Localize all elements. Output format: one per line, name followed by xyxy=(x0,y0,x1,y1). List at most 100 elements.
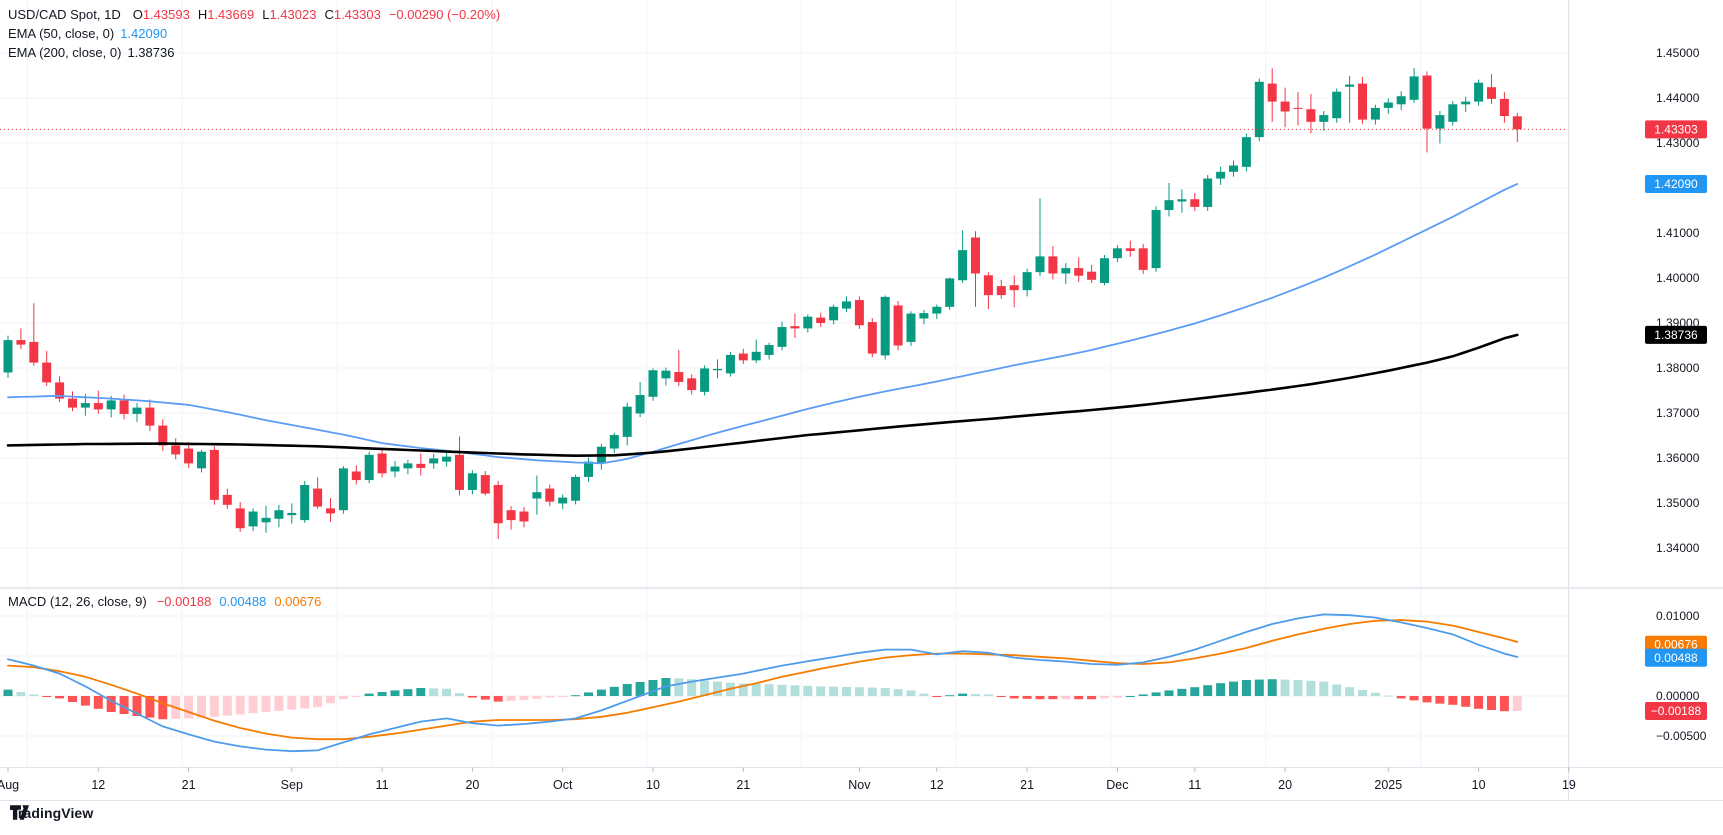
candle-body xyxy=(635,395,645,414)
histogram-bar xyxy=(1461,696,1471,707)
candle-body xyxy=(390,466,400,472)
candle-body xyxy=(1332,91,1342,119)
candle-body xyxy=(1216,171,1226,179)
histogram-bar xyxy=(983,694,993,696)
candle-body xyxy=(197,451,206,469)
time-tick-label: Sep xyxy=(281,778,303,792)
time-axis[interactable]: Aug 12 21 Sep 11 20 Oct 10 21 Nov 12 21 Dec 11 20 2025 1… xyxy=(0,767,1576,793)
candle-body xyxy=(816,317,826,323)
time-tick-label: 20 xyxy=(465,778,479,792)
candle-body xyxy=(235,508,245,529)
histogram-bar xyxy=(1164,690,1174,696)
tradingview-attribution[interactable]: TradingView xyxy=(10,805,93,821)
candle-wick xyxy=(1168,183,1170,217)
histogram-bar xyxy=(713,681,722,696)
candle-body xyxy=(1229,165,1238,172)
candle-wick xyxy=(1013,275,1015,308)
ema50-line xyxy=(7,183,1519,465)
candle-body xyxy=(209,449,219,500)
candle-body xyxy=(906,313,916,342)
candle-body xyxy=(867,322,877,354)
macd-hist-value: −0.00188 xyxy=(156,594,212,609)
candle-body xyxy=(1022,272,1032,291)
candle-body xyxy=(571,476,581,501)
histogram-bar xyxy=(351,696,361,697)
candle-body xyxy=(1293,107,1303,109)
candle-body xyxy=(1474,82,1484,102)
histogram-bar xyxy=(493,696,503,702)
axis-label: 1.41000 xyxy=(1656,226,1700,240)
price-axis[interactable]: 1.450001.440001.430001.410001.400001.390… xyxy=(1645,46,1707,555)
candle-body xyxy=(377,453,387,474)
candle-body xyxy=(1138,248,1148,270)
symbol-ohlc-row[interactable]: USD/CAD Spot, 1D O 1.43593 H 1.43669 L 1… xyxy=(8,5,508,24)
axis-badge-text: 1.38736 xyxy=(1654,328,1698,342)
histogram-bar xyxy=(467,696,477,698)
histogram-bar xyxy=(674,678,684,696)
histogram-bar xyxy=(1396,696,1406,699)
candle-body xyxy=(700,368,710,392)
histogram-bar xyxy=(1112,696,1122,698)
histogram-bar xyxy=(880,688,890,696)
histogram-bar xyxy=(519,696,529,700)
candle-body xyxy=(764,345,774,355)
candle-body xyxy=(790,326,800,329)
histogram-bar xyxy=(777,684,787,696)
histogram-bar xyxy=(80,696,90,706)
ema200-legend-row[interactable]: EMA (200, close, 0) 1.38736 xyxy=(8,43,508,62)
macd-legend[interactable]: MACD (12, 26, close, 9) −0.00188 0.00488… xyxy=(8,592,329,611)
histogram-bar xyxy=(1203,685,1213,696)
axis-badge-text: 0.00488 xyxy=(1654,651,1698,665)
candle-body xyxy=(842,301,851,309)
candle-body xyxy=(622,406,632,437)
histogram-bar xyxy=(1474,696,1484,709)
ema50-legend-row[interactable]: EMA (50, close, 0) 1.42090 xyxy=(8,24,508,43)
candle-wick xyxy=(97,390,99,414)
axis-label: 1.43000 xyxy=(1656,136,1700,150)
candle-body xyxy=(300,485,310,521)
main-legend[interactable]: USD/CAD Spot, 1D O 1.43593 H 1.43669 L 1… xyxy=(8,5,508,62)
histogram-bar xyxy=(687,679,697,696)
candle-body xyxy=(274,510,284,519)
candle-body xyxy=(1396,96,1406,105)
candle-body xyxy=(519,511,529,522)
macd-signal-value: 0.00676 xyxy=(274,594,322,609)
close-label: C xyxy=(324,7,334,22)
candle-body xyxy=(119,400,129,414)
axis-label: 0.01000 xyxy=(1656,609,1700,623)
macd-legend-row[interactable]: MACD (12, 26, close, 9) −0.00188 0.00488… xyxy=(8,592,329,611)
histogram-bar xyxy=(1267,679,1277,696)
histogram-bar xyxy=(1216,683,1226,696)
candle-body xyxy=(338,468,348,511)
histogram-bar xyxy=(364,693,374,696)
candle-body xyxy=(467,473,477,490)
histogram-bar xyxy=(184,696,194,719)
axis-badge-text: 1.42090 xyxy=(1654,177,1698,191)
candle-body xyxy=(919,313,929,319)
candle-body xyxy=(29,341,39,363)
histogram-bar xyxy=(854,687,864,696)
histogram-bar xyxy=(42,696,52,697)
candle-body xyxy=(777,327,787,347)
histogram-bar xyxy=(416,688,426,696)
candle-body xyxy=(1164,200,1174,211)
histogram-bar xyxy=(145,696,155,718)
macd-histogram xyxy=(3,678,1522,720)
histogram-bar xyxy=(1177,688,1187,696)
candle-body xyxy=(1203,178,1213,207)
histogram-bar xyxy=(300,696,310,709)
histogram-bar xyxy=(1254,679,1264,696)
histogram-bar xyxy=(1190,687,1200,696)
ema200-value: 1.38736 xyxy=(127,45,175,60)
ema200-label: EMA (200, close, 0) xyxy=(8,45,122,60)
candle-body xyxy=(429,458,439,464)
candle-body xyxy=(364,454,374,481)
histogram-bar xyxy=(1061,696,1071,700)
candle-body xyxy=(261,517,271,523)
candle-body xyxy=(1112,248,1122,259)
candles-layer xyxy=(3,67,1522,539)
histogram-bar xyxy=(1319,681,1329,696)
